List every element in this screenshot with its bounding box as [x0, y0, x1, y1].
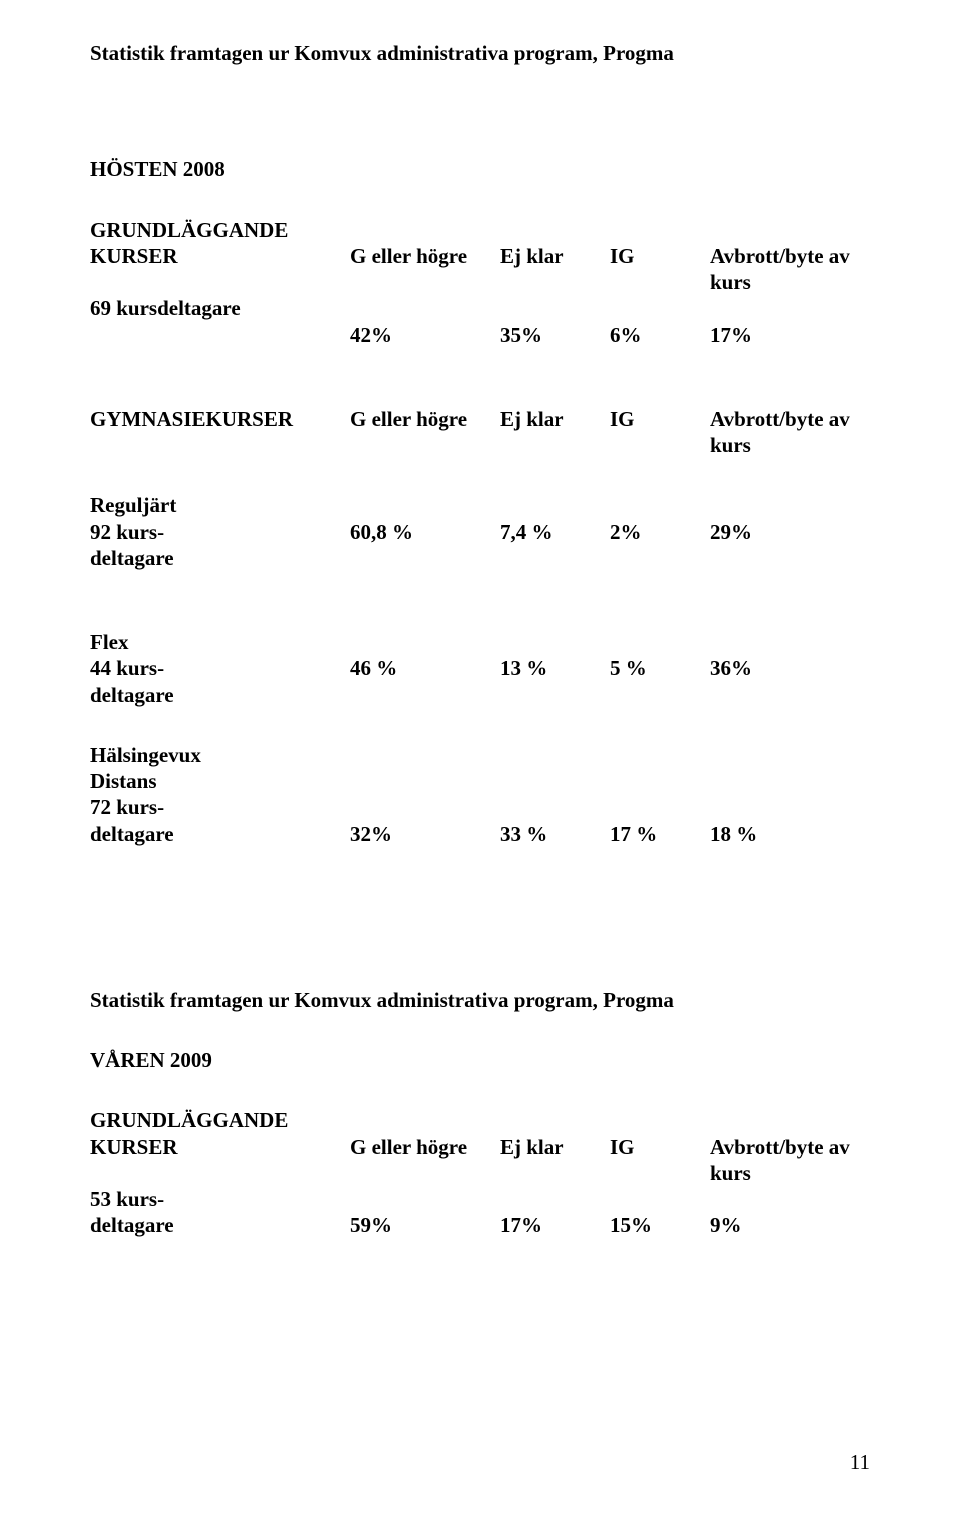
- grund-count: 69 kursdeltagare: [90, 295, 350, 321]
- hvux-v1: 32%: [350, 821, 500, 847]
- col-ejklar-header: Ej klar: [500, 243, 610, 296]
- hvux-heading-l2: Distans: [90, 768, 870, 794]
- reguljart-v1: 60,8 %: [350, 519, 500, 545]
- flex-v4: 36%: [710, 655, 870, 681]
- term-heading-2: VÅREN 2009: [90, 1047, 870, 1073]
- flex-v2: 13 %: [500, 655, 610, 681]
- grund2-v3: 15%: [610, 1212, 710, 1238]
- col-ig-header: IG: [610, 243, 710, 296]
- page-title-2: Statistik framtagen ur Komvux administra…: [90, 987, 870, 1013]
- hvux-count-l1: 72 kurs-: [90, 794, 870, 820]
- grund2-heading-line2: KURSER: [90, 1134, 350, 1187]
- page-title-1: Statistik framtagen ur Komvux administra…: [90, 40, 870, 66]
- reguljart-v4: 29%: [710, 519, 870, 545]
- grund-v4: 17%: [710, 322, 870, 348]
- gym-col-ig-header: IG: [610, 406, 710, 459]
- col-avbrott-header: Avbrott/byte av kurs: [710, 243, 870, 296]
- term-heading-1: HÖSTEN 2008: [90, 156, 870, 182]
- hvux-v2: 33 %: [500, 821, 610, 847]
- flex-count-l2: deltagare: [90, 682, 870, 708]
- hvux-v3: 17 %: [610, 821, 710, 847]
- grund2-heading-line1: GRUNDLÄGGANDE: [90, 1107, 870, 1133]
- flex-count-l1: 44 kurs-: [90, 655, 350, 681]
- grund2-v1: 59%: [350, 1212, 500, 1238]
- page-number: 11: [850, 1449, 870, 1475]
- reguljart-v3: 2%: [610, 519, 710, 545]
- grund-v3: 6%: [610, 322, 710, 348]
- flex-heading: Flex: [90, 629, 870, 655]
- grund-v2: 35%: [500, 322, 610, 348]
- gym-heading: GYMNASIEKURSER: [90, 406, 350, 459]
- flex-v1: 46 %: [350, 655, 500, 681]
- grund2-col-ejklar-header: Ej klar: [500, 1134, 610, 1187]
- grund2-col-g-header: G eller högre: [350, 1134, 500, 1187]
- hvux-v4: 18 %: [710, 821, 870, 847]
- grund-heading-line2: KURSER: [90, 243, 350, 296]
- reguljart-count-l1: 92 kurs-: [90, 519, 350, 545]
- grund2-col-ig-header: IG: [610, 1134, 710, 1187]
- gym-col-ejklar-header: Ej klar: [500, 406, 610, 459]
- grund2-count-l2: deltagare: [90, 1212, 350, 1238]
- grund2-col-avbrott-header: Avbrott/byte av kurs: [710, 1134, 870, 1187]
- grund2-v4: 9%: [710, 1212, 870, 1238]
- col-g-header: G eller högre: [350, 243, 500, 296]
- reguljart-count-l2: deltagare: [90, 545, 870, 571]
- gym-col-avbrott-header: Avbrott/byte av kurs: [710, 406, 870, 459]
- hvux-heading-l1: Hälsingevux: [90, 742, 870, 768]
- reguljart-heading: Reguljärt: [90, 492, 870, 518]
- grund2-count-l1: 53 kurs-: [90, 1186, 870, 1212]
- flex-v3: 5 %: [610, 655, 710, 681]
- grund2-v2: 17%: [500, 1212, 610, 1238]
- reguljart-v2: 7,4 %: [500, 519, 610, 545]
- hvux-count-l2: deltagare: [90, 821, 350, 847]
- grund-v1: 42%: [350, 322, 500, 348]
- grund-heading-line1: GRUNDLÄGGANDE: [90, 217, 870, 243]
- gym-col-g-header: G eller högre: [350, 406, 500, 459]
